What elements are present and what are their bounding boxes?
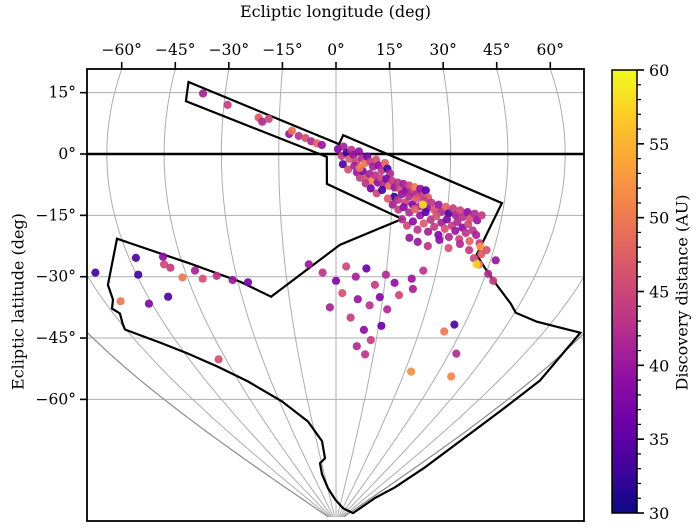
svg-text:−60°: −60° [101, 41, 141, 59]
svg-text:15°: 15° [49, 84, 76, 102]
svg-text:−15°: −15° [36, 206, 76, 224]
svg-text:60: 60 [649, 61, 669, 80]
svg-text:−45°: −45° [36, 329, 76, 347]
svg-text:0°: 0° [58, 145, 76, 163]
svg-text:−60°: −60° [36, 390, 76, 408]
svg-text:45°: 45° [483, 41, 510, 59]
svg-text:55: 55 [649, 135, 669, 154]
survey-footprint-outline [106, 80, 583, 515]
svg-text:−15°: −15° [262, 41, 302, 59]
graticule [87, 69, 584, 518]
svg-text:40: 40 [649, 356, 669, 375]
svg-text:−30°: −30° [209, 41, 249, 59]
svg-text:0°: 0° [327, 41, 345, 59]
scatter-points [91, 89, 500, 381]
svg-text:−45°: −45° [155, 41, 195, 59]
svg-text:60°: 60° [537, 41, 564, 59]
left-axis-ticks: 15° 0° −15° −30° −45° −60° [36, 84, 87, 408]
svg-text:30°: 30° [429, 41, 456, 59]
svg-text:45: 45 [649, 283, 669, 302]
top-axis-ticks: −60° −45° −30° −15° 0° 15° 30° 45° 60° [101, 41, 564, 69]
map-content [87, 69, 584, 518]
svg-text:30: 30 [649, 504, 669, 523]
svg-text:−30°: −30° [36, 268, 76, 286]
colorbar: 30 35 40 45 50 55 60 [611, 61, 669, 523]
svg-text:50: 50 [649, 209, 669, 228]
svg-text:35: 35 [649, 430, 669, 449]
top-axis-title: Ecliptic longitude (deg) [239, 2, 432, 21]
svg-text:15°: 15° [376, 41, 403, 59]
